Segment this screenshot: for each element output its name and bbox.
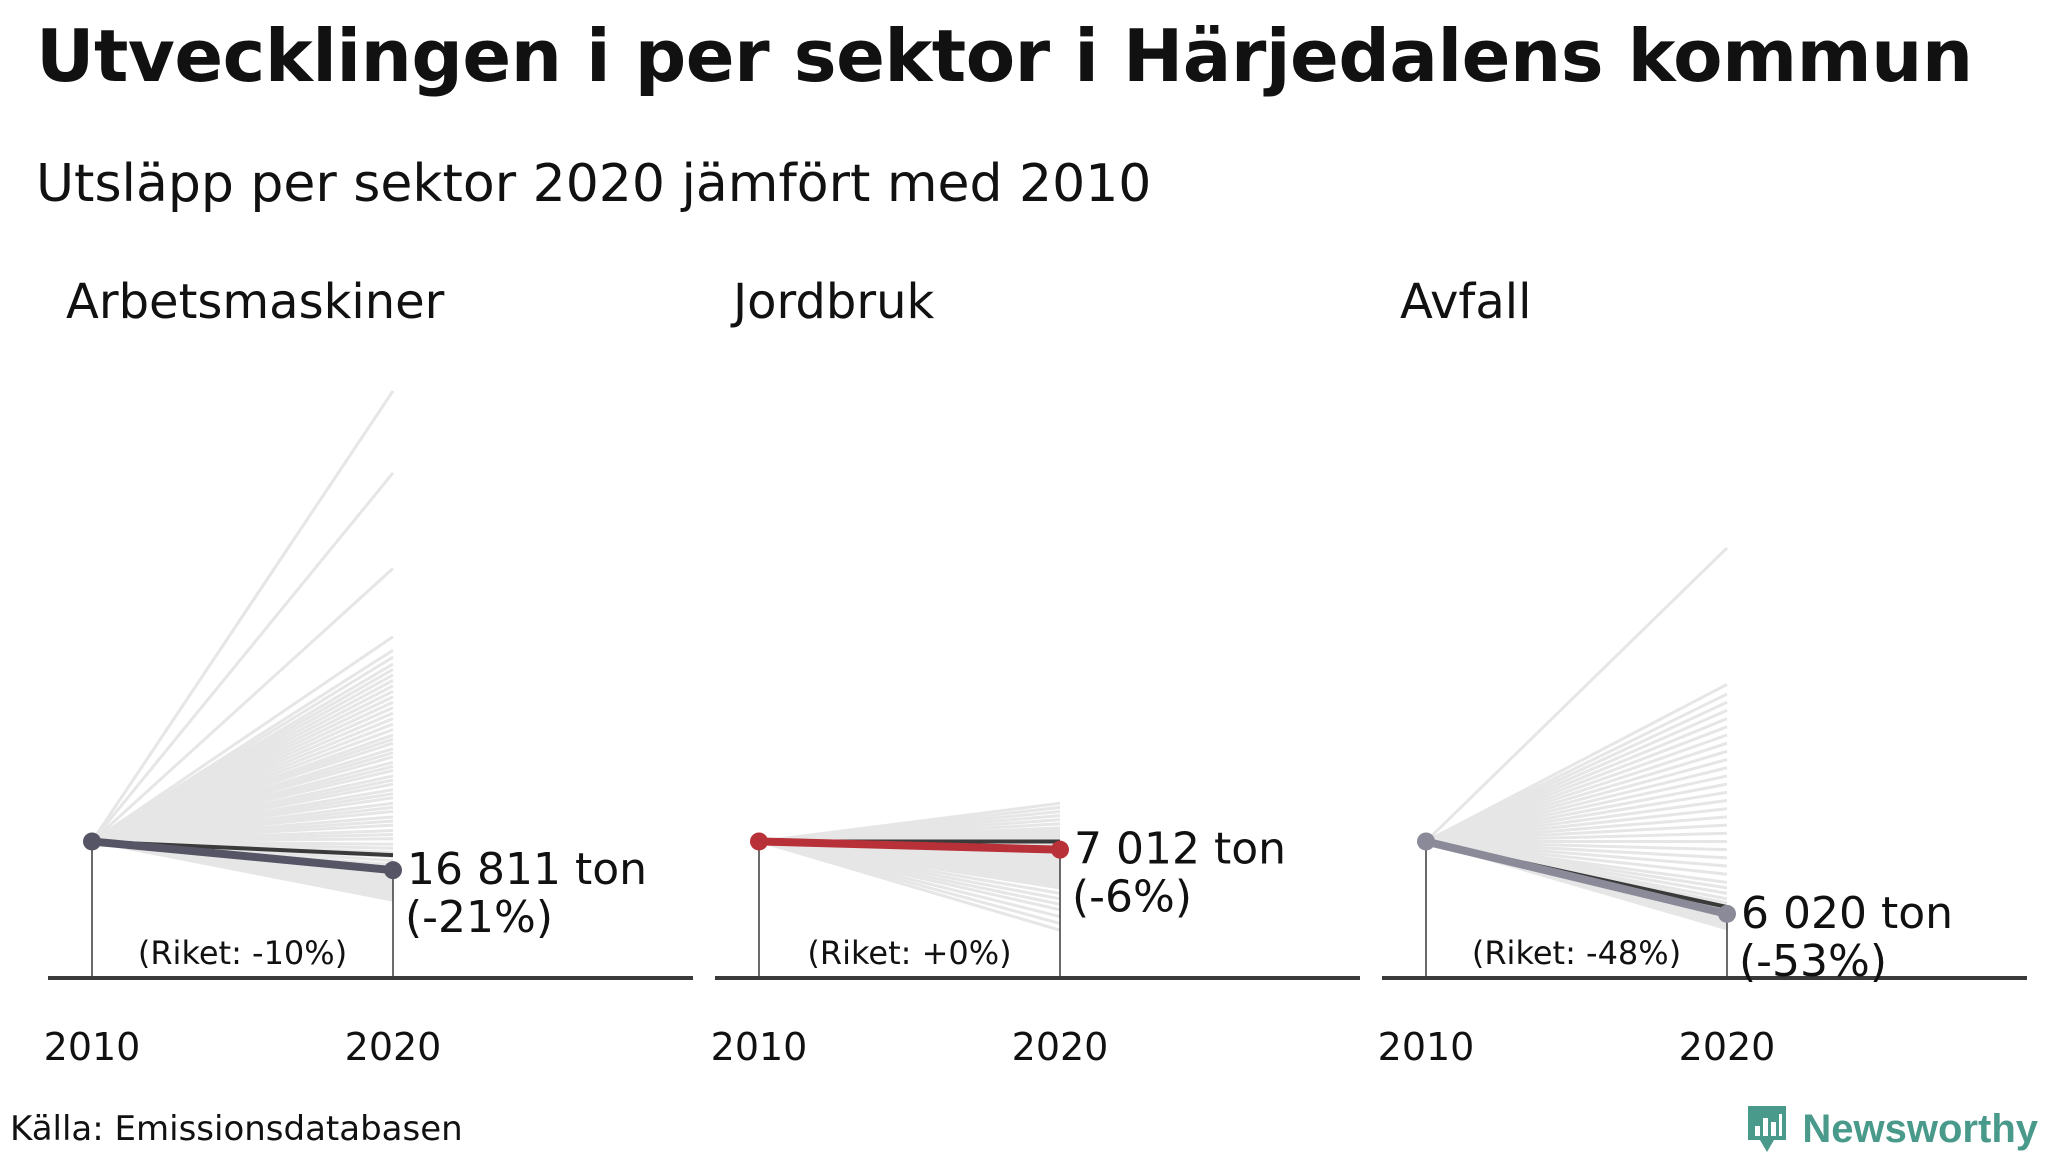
brand-logo: Newsworthy bbox=[1744, 1102, 2038, 1156]
x-tick-label: 2010 bbox=[1378, 1025, 1475, 1069]
panel-title: Jordbruk bbox=[730, 274, 935, 330]
municipality-line bbox=[88, 837, 397, 875]
riket-change-label: (Riket: +0%) bbox=[807, 934, 1011, 972]
chart-title: Utvecklingen i per sektor i Härjedalens … bbox=[36, 14, 1973, 98]
x-tick-label: 2020 bbox=[345, 1025, 442, 1069]
point-2010 bbox=[83, 832, 101, 851]
point-2020 bbox=[1051, 840, 1069, 859]
other-municipality-line bbox=[90, 567, 395, 843]
other-municipality-line bbox=[90, 471, 395, 843]
other-municipality-line bbox=[91, 635, 394, 843]
other-municipality-line bbox=[758, 840, 1061, 932]
riket-change-label: (Riket: -10%) bbox=[138, 934, 347, 972]
source-note: Källa: Emissionsdatabasen bbox=[10, 1109, 463, 1149]
newsworthy-logo-icon bbox=[1748, 1106, 1787, 1152]
other-municipality-line bbox=[91, 840, 394, 902]
point-2020 bbox=[1718, 904, 1736, 923]
x-tick-label: 2010 bbox=[711, 1025, 808, 1069]
riket-change-label: (Riket: -48%) bbox=[1472, 934, 1681, 972]
x-tick-label: 2020 bbox=[1012, 1025, 1109, 1069]
change-label: (-6%) bbox=[1072, 872, 1192, 923]
other-municipality-line bbox=[90, 390, 395, 843]
value-label: 16 811 ton bbox=[407, 844, 647, 895]
chart-subtitle: Utsläpp per sektor 2020 jämfört med 2010 bbox=[36, 154, 1152, 214]
municipality-line bbox=[755, 837, 1064, 854]
municipality-line bbox=[1422, 837, 1731, 918]
point-2020 bbox=[384, 861, 402, 880]
point-2010 bbox=[1417, 832, 1435, 851]
value-label: 7 012 ton bbox=[1074, 824, 1286, 875]
x-tick-label: 2020 bbox=[1679, 1025, 1776, 1069]
x-tick-label: 2010 bbox=[44, 1025, 141, 1069]
point-2010 bbox=[750, 832, 768, 851]
brand-name: Newsworthy bbox=[1802, 1107, 2038, 1151]
change-label: (-53%) bbox=[1739, 936, 1887, 987]
other-municipality-line bbox=[1424, 546, 1729, 843]
panel-title: Arbetsmaskiner bbox=[66, 274, 445, 330]
change-label: (-21%) bbox=[405, 892, 553, 943]
panel-title: Avfall bbox=[1400, 274, 1531, 330]
value-label: 6 020 ton bbox=[1741, 888, 1953, 939]
